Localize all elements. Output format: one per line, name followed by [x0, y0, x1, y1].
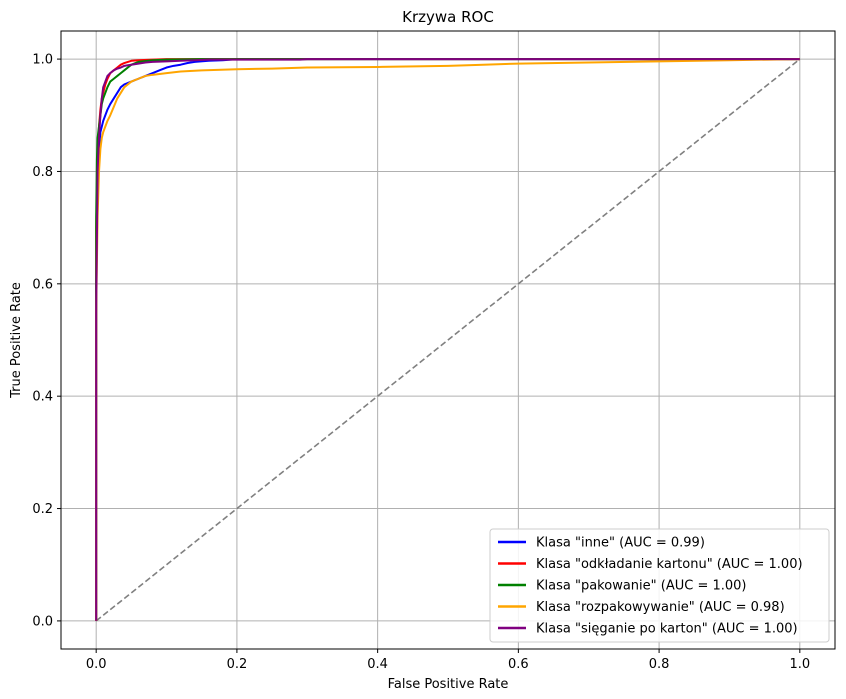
series-lines	[95, 58, 800, 621]
roc-series-line-4	[95, 58, 800, 621]
legend-entry-label: Klasa "odkładanie kartonu" (AUC = 1.00)	[536, 557, 803, 572]
legend-entry-label: Klasa "sięganie po karton" (AUC = 1.00)	[536, 622, 798, 637]
diagonal-reference-line	[95, 58, 801, 622]
legend-entry-label: Klasa "pakowanie" (AUC = 1.00)	[536, 579, 746, 594]
x-tick-label: 0.2	[227, 657, 248, 672]
roc-series-line-3	[95, 58, 800, 621]
axis-ticks: 0.0 0.2 0.4 0.6 0.8 1.0 0.0 0.2 0.4 0.6 0.8 1.0	[32, 53, 810, 672]
legend-entry-label: Klasa "inne" (AUC = 0.99)	[536, 536, 705, 551]
y-tick-label: 0.8	[32, 165, 53, 180]
legend-entry-label: Klasa "rozpakowywanie" (AUC = 0.98)	[536, 600, 785, 615]
x-axis-label: False Positive Rate	[388, 677, 509, 692]
y-tick-label: 0.6	[32, 277, 53, 292]
chart-title: Krzywa ROC	[402, 8, 494, 26]
y-tick-label: 0.2	[32, 502, 53, 517]
x-tick-label: 0.4	[367, 657, 388, 672]
x-tick-label: 1.0	[789, 657, 810, 672]
legend: Klasa "inne" (AUC = 0.99) Klasa "odkładan…	[489, 528, 830, 643]
y-tick-label: 0.0	[32, 614, 53, 629]
x-tick-label: 0.6	[508, 657, 529, 672]
plot-frame	[60, 30, 836, 650]
y-tick-label: 0.4	[32, 390, 53, 405]
x-tick-label: 0.0	[86, 657, 107, 672]
legend-box	[489, 528, 830, 643]
y-tick-label: 1.0	[32, 53, 53, 68]
y-axis-label: True Positive Rate	[9, 282, 24, 399]
x-tick-label: 0.8	[649, 657, 670, 672]
